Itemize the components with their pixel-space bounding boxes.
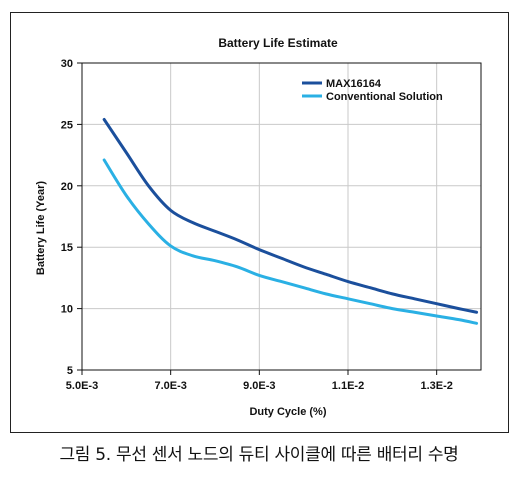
y-axis-ticks: 5 10 15 20 25 30: [61, 58, 82, 377]
battery-life-chart: Battery Life Estimate 5.0E-3 7.0E-3 9.0E-3…: [35, 36, 482, 418]
figure-caption: 그림 5. 무선 센서 노드의 듀티 사이클에 따른 배터리 수명: [59, 445, 459, 465]
series-line-2: [102, 158, 479, 325]
x-tick-label: 1.1E-2: [332, 380, 364, 392]
y-tick-label: 20: [61, 181, 73, 193]
y-tick-label: 15: [61, 242, 73, 254]
plot-area: [81, 62, 482, 371]
series-lines: [102, 117, 479, 325]
y-axis-label: Battery Life (Year): [35, 181, 47, 275]
legend-label: MAX16164: [326, 78, 382, 90]
x-axis-label: Duty Cycle (%): [249, 406, 326, 418]
x-tick-label: 9.0E-3: [243, 380, 275, 392]
x-tick-label: 5.0E-3: [66, 380, 98, 392]
x-tick-label: 1.3E-2: [420, 380, 452, 392]
x-axis-ticks: 5.0E-3 7.0E-3 9.0E-3 1.1E-2 1.3E-2: [66, 370, 453, 392]
x-tick-label: 7.0E-3: [154, 380, 186, 392]
series-line-1: [102, 117, 479, 314]
chart-title: Battery Life Estimate: [218, 36, 338, 50]
chart-frame: Battery Life Estimate 5.0E-3 7.0E-3 9.0E-3…: [10, 12, 509, 433]
legend-label: Conventional Solution: [326, 91, 443, 103]
y-tick-label: 10: [61, 304, 73, 316]
y-tick-label: 25: [61, 119, 73, 131]
y-tick-label: 5: [67, 365, 73, 377]
y-tick-label: 30: [61, 58, 73, 70]
